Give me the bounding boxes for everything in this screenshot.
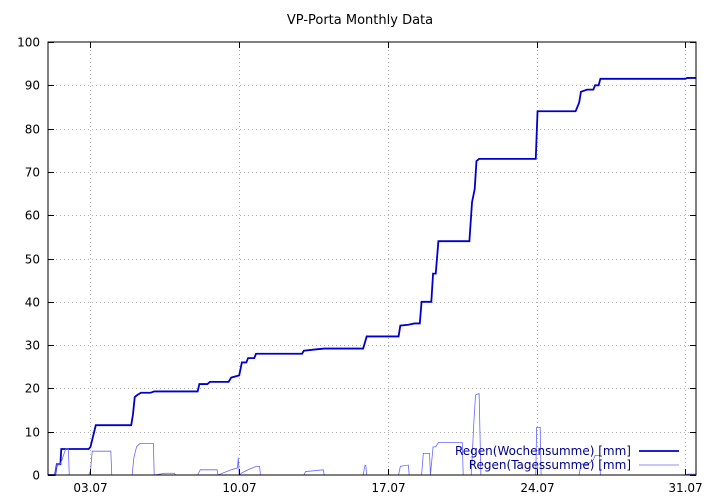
y-tick-label: 60: [25, 209, 40, 223]
legend-label-2: Regen(Tagessumme) [mm]: [469, 458, 631, 472]
y-tick-label: 30: [25, 339, 40, 353]
legend-label-1: Regen(Wochensumme) [mm]: [455, 444, 631, 458]
series-line-1: [48, 77, 696, 476]
y-tick-label: 40: [25, 296, 40, 310]
x-tick-label: 03.07: [73, 481, 107, 495]
y-tick-label: 0: [32, 469, 40, 483]
legend: Regen(Wochensumme) [mm]Regen(Tagessumme)…: [455, 444, 679, 472]
y-tick-label: 50: [25, 253, 40, 267]
x-tick-label: 17.07: [371, 481, 405, 495]
plot-frame: [47, 41, 697, 476]
y-tick-label: 20: [25, 382, 40, 396]
x-tick-label: 24.07: [520, 481, 554, 495]
y-tick-label: 80: [25, 123, 40, 137]
series-lines: [48, 77, 696, 476]
grid-lines: [48, 42, 696, 475]
chart-title: VP-Porta Monthly Data: [287, 13, 433, 28]
axis-ticks: 0 10 20 30 40 50 60 70 80 90 100 03.07 10.07 17.07 24.…: [17, 36, 703, 496]
y-tick-label: 90: [25, 79, 40, 93]
y-tick-label: 70: [25, 166, 40, 180]
x-tick-label: 31.07: [668, 481, 702, 495]
y-tick-label: 100: [17, 36, 40, 50]
y-tick-label: 10: [25, 426, 40, 440]
x-tick-label: 10.07: [222, 481, 256, 495]
